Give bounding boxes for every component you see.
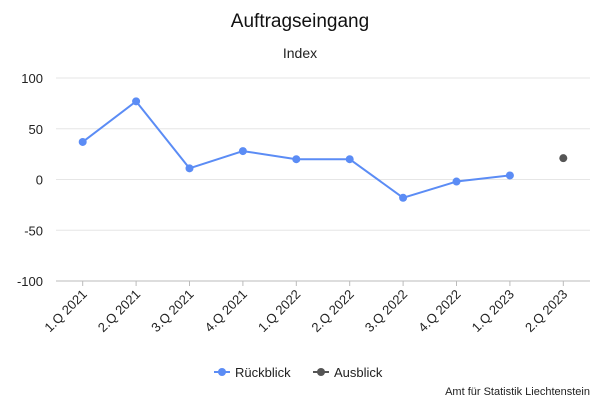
x-tick-label: 2.Q 2022 [308, 287, 356, 335]
data-point[interactable] [132, 97, 141, 106]
x-tick-label: 3.Q 2021 [148, 287, 196, 335]
y-tick-label: -100 [17, 274, 43, 289]
legend-marker-rueckblick [218, 368, 226, 376]
y-tick-label: 50 [29, 122, 43, 137]
x-tick-label: 4.Q 2022 [415, 287, 463, 335]
gridlines [56, 77, 590, 282]
x-tick-label: 2.Q 2023 [522, 287, 570, 335]
data-point[interactable] [78, 137, 87, 146]
series-layer [78, 97, 568, 202]
series-line [82, 100, 511, 199]
legend-label-ausblick: Ausblick [334, 365, 383, 380]
x-tick-label: 3.Q 2022 [362, 287, 410, 335]
x-axis: 1.Q 2021 2.Q 2021 3.Q 2021 4.Q 2021 1.Q 2022… [41, 281, 570, 335]
chart-subtitle: Index [283, 45, 317, 61]
data-point[interactable] [505, 171, 514, 180]
legend-item-rueckblick[interactable]: Rückblick [214, 365, 291, 380]
x-tick-label: 2.Q 2021 [95, 287, 143, 335]
y-tick-label: -50 [24, 223, 43, 238]
y-axis: 100 50 0 -50 -100 [17, 71, 43, 289]
legend-marker-ausblick [317, 368, 325, 376]
data-point[interactable] [452, 177, 461, 186]
x-tick-label: 4.Q 2021 [202, 287, 250, 335]
legend-item-ausblick[interactable]: Ausblick [313, 365, 383, 380]
data-point[interactable] [238, 147, 247, 156]
x-tick-label: 1.Q 2022 [255, 287, 303, 335]
legend: Rückblick Ausblick [214, 365, 383, 380]
source-note: Amt für Statistik Liechtenstein [445, 386, 590, 398]
x-tick-label: 1.Q 2021 [41, 287, 89, 335]
data-point[interactable] [345, 155, 354, 164]
x-tick-label: 1.Q 2023 [469, 287, 517, 335]
y-tick-label: 0 [36, 173, 43, 188]
chart-title: Auftragseingang [231, 11, 369, 32]
data-point[interactable] [292, 155, 301, 164]
data-point[interactable] [399, 193, 408, 202]
y-tick-label: 100 [21, 71, 43, 86]
data-point[interactable] [185, 164, 194, 173]
legend-label-rueckblick: Rückblick [235, 365, 291, 380]
data-point[interactable] [559, 154, 568, 163]
